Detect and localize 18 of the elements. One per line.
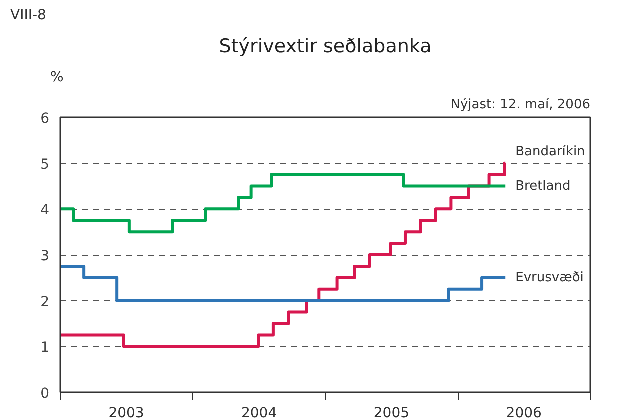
series-label: Evrusvæði <box>516 270 584 286</box>
text: VIII-8 <box>10 8 46 24</box>
x-tick-label: 2003 <box>108 406 144 420</box>
x-tick-label: 2004 <box>241 406 278 420</box>
y-tick-label: 2 <box>40 294 50 310</box>
chart-subtitle: Nýjast: 12. maí, 2006 <box>450 98 591 112</box>
y-axis-title: % <box>50 70 64 86</box>
series-label: Bandaríkin <box>516 144 586 160</box>
x-tick-label: 2006 <box>506 406 542 420</box>
y-tick-label: 5 <box>40 156 50 173</box>
chart-title: Stýrivextir seðlabanka <box>219 36 432 58</box>
y-tick-label: 0 <box>40 386 50 402</box>
y-tick-label: 1 <box>40 340 50 356</box>
y-tick-label: 3 <box>40 248 50 264</box>
y-tick-label: 6 <box>40 111 50 127</box>
series-label: Bretland <box>516 178 571 194</box>
y-tick-label: 4 <box>40 202 50 219</box>
x-tick-label: 2005 <box>374 406 410 420</box>
